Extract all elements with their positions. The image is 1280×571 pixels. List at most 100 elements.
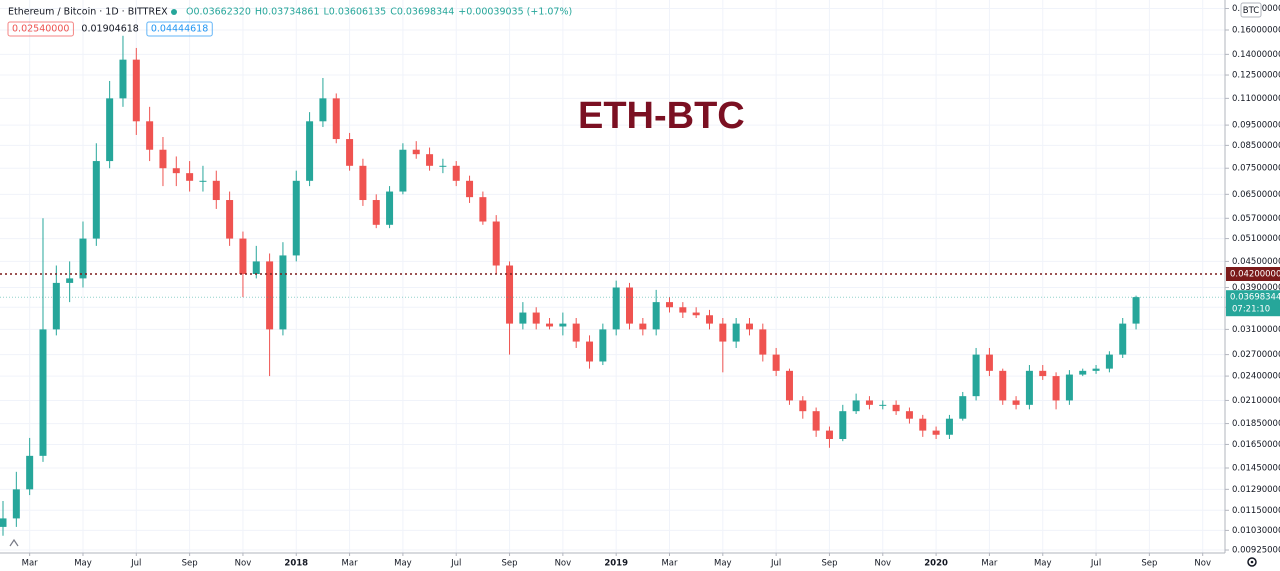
y-tick-label: 0.05700000	[1232, 214, 1280, 224]
y-tick-label: 0.07500000	[1232, 164, 1280, 174]
candle-body	[639, 323, 647, 330]
candle-body	[386, 191, 394, 225]
candle-body	[799, 400, 807, 412]
candle-body	[332, 98, 340, 140]
candle-body	[252, 261, 260, 274]
candle-body	[266, 261, 274, 330]
candle-body	[679, 307, 687, 313]
candle-body	[372, 200, 380, 225]
price-line-label: 0.04200000	[1230, 269, 1280, 279]
candle-body	[52, 282, 60, 330]
candle-body	[359, 165, 367, 201]
candle-body	[479, 197, 487, 222]
x-tick-label: Jul	[1090, 559, 1101, 569]
zoom-button[interactable]	[9, 538, 19, 547]
candle-body	[999, 370, 1007, 401]
y-tick-label: 0.14000000	[1232, 50, 1280, 60]
x-tick-label: Nov	[555, 559, 572, 569]
zoom-icon	[9, 538, 19, 547]
candle-body	[692, 312, 700, 316]
candle-body	[92, 161, 100, 239]
candle-body	[626, 287, 634, 324]
y-tick-label: 0.01650000	[1232, 440, 1280, 450]
ohlc-value: H0.03734861	[255, 7, 320, 18]
candle-body	[666, 302, 673, 308]
candle-body	[1039, 370, 1047, 377]
x-tick-label: Nov	[874, 559, 891, 569]
currency-label: BTC	[1243, 6, 1260, 16]
indicator-box	[146, 21, 213, 37]
x-tick-label: Mar	[661, 559, 678, 569]
x-tick-label: May	[74, 559, 92, 569]
candle-body	[759, 329, 767, 355]
candle-body	[79, 238, 87, 279]
candle-body	[212, 180, 220, 201]
indicator-value: 0.02540000	[12, 24, 69, 35]
candle-body	[1119, 323, 1127, 355]
last-price-label: 0.03698344	[1230, 293, 1280, 303]
candle-body	[612, 287, 620, 330]
candle-body	[865, 400, 873, 405]
candle-body	[106, 98, 114, 162]
candle-body	[985, 354, 993, 371]
x-tick-label: 2020	[924, 559, 948, 569]
candle-body	[12, 489, 20, 519]
y-tick-label: 0.12500000	[1232, 71, 1280, 81]
candle-body	[919, 418, 927, 431]
candle-body	[186, 173, 194, 181]
x-tick-label: Mar	[342, 559, 359, 569]
candle-body	[346, 139, 354, 166]
y-tick-label: 0.02700000	[1232, 350, 1280, 360]
candle-body	[1079, 370, 1087, 375]
candle-body	[932, 430, 940, 435]
candle-body	[1052, 376, 1060, 401]
x-axis: Mar May Jul Sep Nov 2018 Mar May Jul Sep Nov 2019 Ma…	[22, 553, 1211, 569]
candle-body	[879, 404, 887, 406]
candle-body	[399, 149, 407, 192]
ohlc-value: O0.03662320	[186, 7, 251, 18]
ohlc-value: C0.03698344	[390, 7, 454, 18]
candle-body	[292, 180, 300, 256]
candle-body	[1065, 374, 1073, 401]
candle-body	[599, 329, 607, 362]
candle-body	[705, 315, 713, 324]
y-tick-label: 0.02100000	[1232, 396, 1280, 406]
candle-body	[772, 354, 780, 371]
candle-body	[839, 411, 847, 439]
y-tick-label: 0.09500000	[1232, 121, 1280, 131]
candle-body	[1132, 297, 1140, 324]
candle-body	[26, 455, 34, 490]
candle-body	[546, 323, 554, 327]
x-tick-label: Nov	[235, 559, 252, 569]
y-tick-label: 0.02400000	[1232, 372, 1280, 382]
candle-body	[119, 59, 127, 99]
y-tick-label: 0.01450000	[1232, 464, 1280, 474]
candle-body	[825, 430, 833, 439]
y-tick-label: 0.04500000	[1232, 257, 1280, 267]
currency-badge[interactable]	[1240, 2, 1262, 18]
candle-body	[559, 323, 567, 327]
x-tick-label: May	[394, 559, 412, 569]
y-tick-label: 0.03900000	[1232, 283, 1280, 293]
settings-button[interactable]	[1247, 557, 1257, 567]
candle-body	[892, 404, 900, 412]
candle-body	[812, 411, 820, 431]
candle-body	[785, 370, 793, 401]
y-tick-label: 0.01290000	[1232, 485, 1280, 495]
candle-body	[1105, 354, 1113, 369]
candle-body	[492, 221, 500, 266]
y-tick-label: 0.01150000	[1232, 506, 1280, 516]
candle-body	[652, 302, 660, 330]
x-tick-label: 2018	[284, 559, 308, 569]
candle-body	[132, 59, 140, 122]
x-tick-label: Sep	[182, 559, 198, 569]
candle-body	[226, 200, 234, 239]
x-tick-label: Jul	[450, 559, 461, 569]
candle-body	[452, 165, 460, 181]
candle-body	[905, 411, 913, 419]
y-tick-label: 0.03100000	[1232, 325, 1280, 335]
candle-body	[719, 323, 727, 342]
grid	[0, 0, 1225, 553]
y-tick-label: 0.00925000	[1232, 546, 1280, 556]
